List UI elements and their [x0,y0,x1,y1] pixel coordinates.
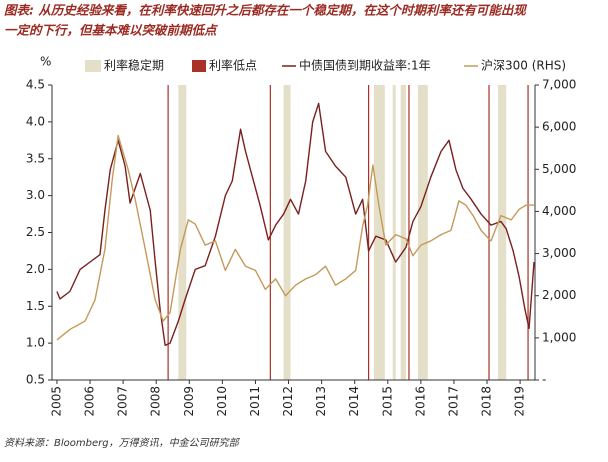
x-tick-label: 2013 [314,386,328,417]
y-tick-label: 1.5 [26,299,45,313]
series-line [56,134,535,341]
chart-title: 一定的下行，但基本难以突破前期低点 [4,23,218,38]
stable-period [178,85,187,380]
legend-label: 沪深300 (RHS) [481,59,566,73]
stable-period [497,85,507,380]
y2-tick-label: - [542,373,546,387]
chart-title: 图表: 从历史经验来看，在利率快速回升之后都存在一个稳定期，在这个时期利率还有可… [4,3,527,18]
x-tick-label: 2006 [83,386,97,417]
y-tick-label: 1.0 [26,336,45,350]
x-tick-label: 2011 [248,386,262,417]
y-tick-label: 0.5 [26,373,45,387]
y2-tick-label: 6,000 [542,120,576,134]
legend-label: 利率低点 [209,58,257,73]
x-tick-label: 2010 [215,386,229,417]
stable-period [373,85,385,380]
legend-label: 利率稳定期 [104,58,164,73]
x-tick-label: 2007 [116,386,130,417]
x-tick-label: 2015 [380,386,394,417]
y2-tick-label: 5,000 [542,162,576,176]
stable-period [392,85,396,380]
y-tick-label: 3.0 [26,188,45,202]
y-axis-label: % [40,55,51,69]
y-tick-label: 2.0 [26,262,45,276]
y2-tick-label: 1,000 [542,330,576,344]
stable-period [417,85,428,380]
legend-swatch [192,60,206,72]
x-tick-label: 2014 [347,386,361,417]
source-note: 资料来源：Bloomberg，万得资讯，中金公司研究部 [4,437,241,449]
x-tick-label: 2012 [281,386,295,417]
y2-tick-label: 4,000 [542,204,576,218]
stable-period [400,85,406,380]
x-tick-label: 2018 [480,386,494,417]
x-tick-label: 2009 [182,386,196,417]
y-tick-label: 3.5 [26,151,45,165]
x-tick-label: 2016 [413,386,427,417]
y-tick-label: 4.0 [26,114,45,128]
x-tick-label: 2017 [446,386,460,417]
x-tick-label: 2005 [49,386,63,417]
stable-period [283,85,291,380]
legend-label: 中债国债到期收益率:1年 [299,58,431,73]
series-line [56,102,535,347]
y2-tick-label: 2,000 [542,288,576,302]
y-tick-label: 2.5 [26,225,45,239]
x-tick-label: 2019 [513,386,527,417]
x-tick-label: 2008 [149,386,163,417]
y2-tick-label: 7,000 [542,78,576,92]
y-tick-label: 4.5 [26,78,45,92]
y2-tick-label: 3,000 [542,246,576,260]
legend-swatch [85,60,101,72]
